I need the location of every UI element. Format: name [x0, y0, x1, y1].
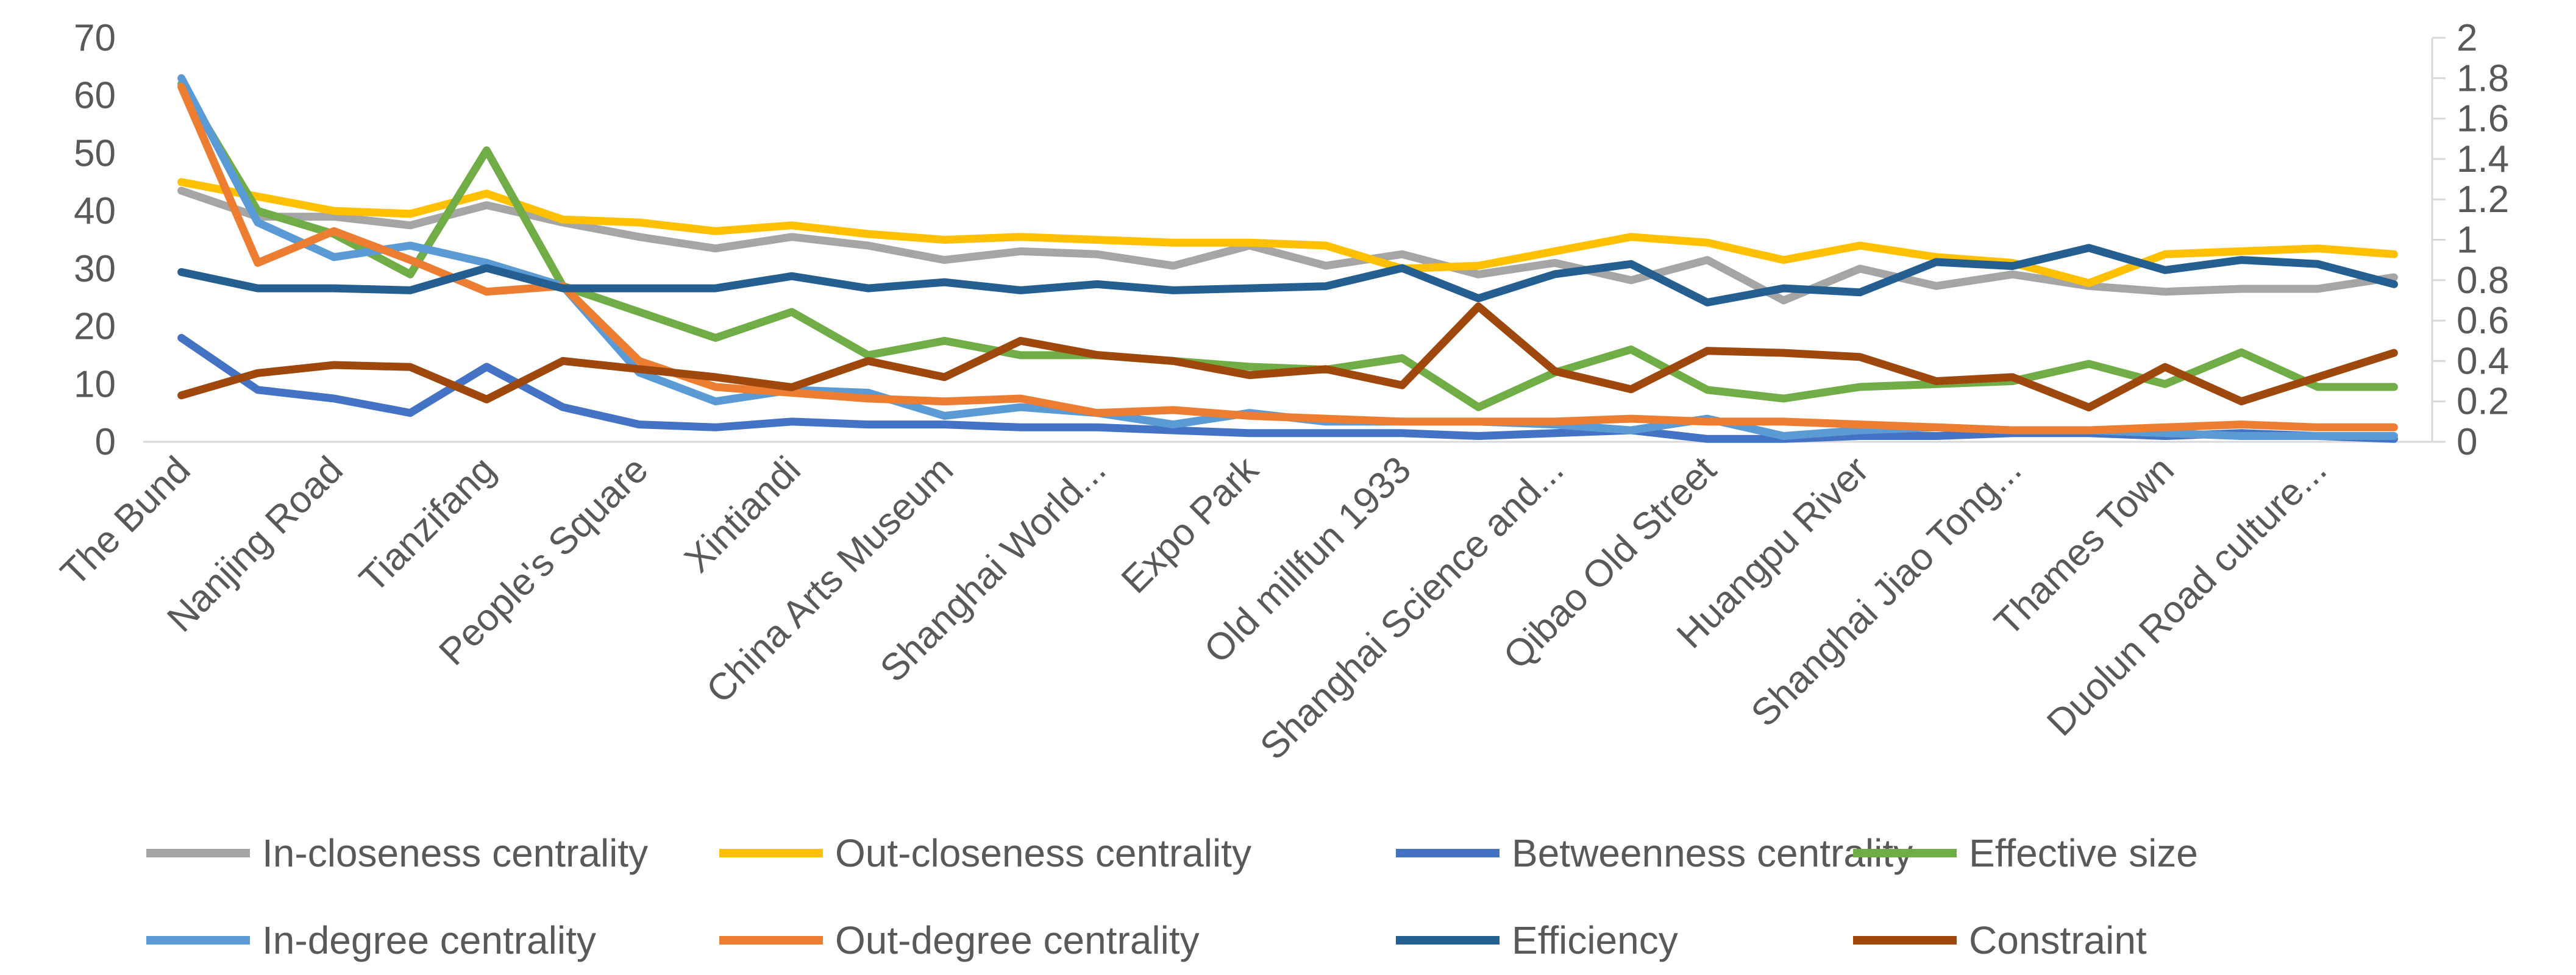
left-axis-tick-label: 0 — [95, 421, 116, 463]
series-lines — [177, 74, 2398, 443]
category-label: Expo Park — [1114, 448, 1267, 601]
legend: In-closeness centrality Out-closeness cen… — [146, 831, 2198, 962]
category-label: Duolun Road culture... — [2039, 448, 2335, 744]
legend-label-in-degree-centrality: In-degree centrality — [262, 918, 596, 962]
right-axis-tick-label: 0.2 — [2457, 381, 2509, 423]
series-line-constraint — [177, 302, 2398, 412]
category-label: Shanghai Jiao Tong... — [1743, 448, 2030, 735]
category-label: China Arts Museum — [699, 448, 961, 711]
right-axis-tick-label: 0.8 — [2457, 260, 2509, 302]
category-label: The Bund — [53, 448, 199, 594]
right-axis-tick-label: 1 — [2457, 219, 2477, 261]
legend-label-betweenness-centrality: Betweenness centrality — [1512, 831, 1913, 875]
left-axis-tick-label: 60 — [74, 75, 116, 117]
right-axis-tick-label: 0.6 — [2457, 300, 2509, 342]
series-line-in-closeness-centrality — [177, 186, 2398, 305]
right-axis-tick-label: 1.6 — [2457, 98, 2509, 140]
right-axis-tick-label: 0 — [2457, 421, 2477, 463]
legend-label-in-closeness-centrality: In-closeness centrality — [262, 831, 648, 875]
legend-label-out-degree-centrality: Out-degree centrality — [835, 918, 1200, 962]
legend-label-efficiency: Efficiency — [1512, 918, 1678, 962]
right-axis-tick-label: 1.8 — [2457, 57, 2509, 99]
left-axis-tick-label: 40 — [74, 190, 116, 232]
right-axis-tick-label: 2 — [2457, 17, 2477, 59]
left-axis-tick-label: 30 — [74, 248, 116, 290]
legend-label-effective-size: Effective size — [1969, 831, 2198, 875]
category-label: Shanghai Science and... — [1252, 448, 1571, 768]
right-axis-tick-label: 1.2 — [2457, 179, 2509, 221]
right-axis-tick-label: 0.4 — [2457, 340, 2509, 382]
category-label: Tianzifang — [352, 448, 503, 600]
right-axis-tick-label: 1.4 — [2457, 138, 2509, 180]
left-axis-tick-label: 50 — [74, 132, 116, 174]
legend-label-out-closeness-centrality: Out-closeness centrality — [835, 831, 1251, 875]
legend-label-constraint: Constraint — [1969, 918, 2147, 962]
axes: 01020304050607000.20.40.60.811.21.41.61.… — [74, 17, 2509, 463]
series-line-efficiency — [177, 244, 2398, 307]
left-axis-tick-label: 10 — [74, 363, 116, 405]
category-label: Xintiandi — [677, 448, 809, 581]
left-axis-tick-label: 20 — [74, 306, 116, 348]
left-axis-tick-label: 70 — [74, 17, 116, 59]
